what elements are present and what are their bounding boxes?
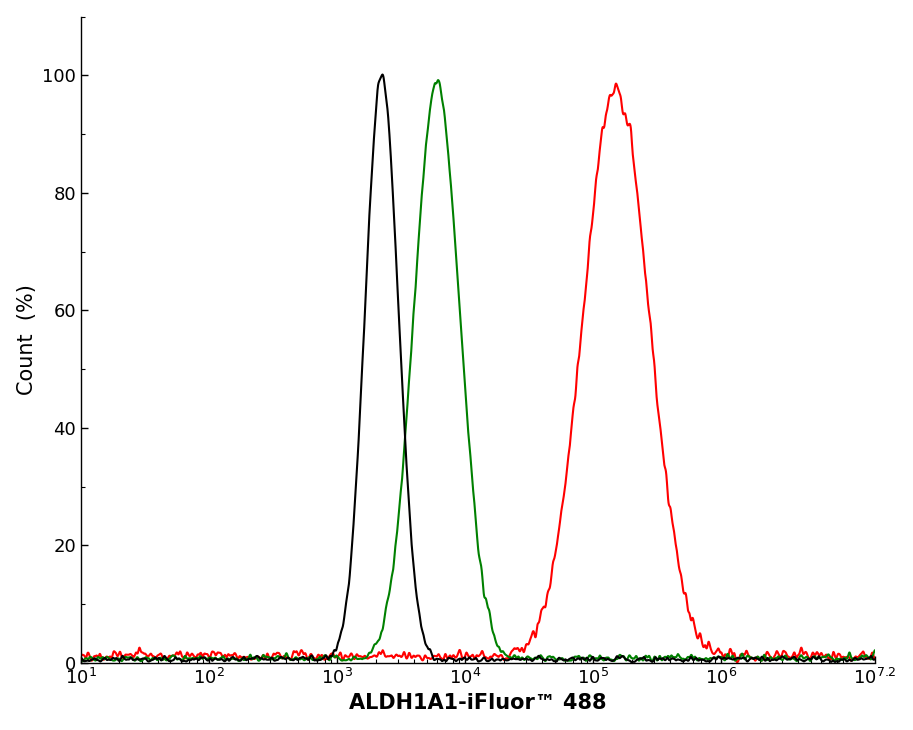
Y-axis label: Count  (%): Count (%) xyxy=(16,284,37,395)
X-axis label: ALDH1A1-iFluor™ 488: ALDH1A1-iFluor™ 488 xyxy=(349,694,606,713)
